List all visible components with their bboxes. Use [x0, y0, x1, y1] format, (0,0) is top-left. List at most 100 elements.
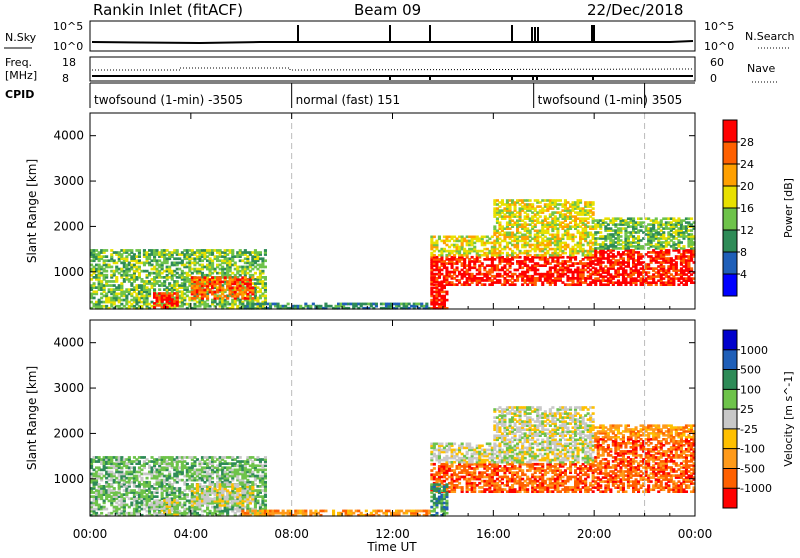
- data-cell: [587, 221, 590, 224]
- data-cell: [445, 276, 448, 279]
- nsky-strip-frame: [90, 21, 695, 51]
- data-cell: [559, 199, 562, 202]
- data-cell: [219, 276, 222, 279]
- data-cell: [443, 285, 446, 288]
- nave-label: Nave: [747, 62, 775, 75]
- data-cell: [498, 221, 501, 224]
- data-cells: [90, 406, 696, 516]
- data-cell: [667, 249, 670, 252]
- data-cell: [445, 291, 448, 294]
- data-cell: [425, 303, 428, 306]
- data-cell: [433, 236, 436, 239]
- data-cell: [224, 276, 227, 279]
- date-title: 22/Dec/2018: [587, 1, 683, 19]
- data-cell: [433, 254, 436, 257]
- colorbar-segment: [723, 186, 737, 209]
- data-cell: [251, 287, 254, 290]
- data-cell: [234, 262, 237, 265]
- data-cell: [438, 236, 441, 239]
- data-cell: [572, 234, 575, 237]
- data-cell: [529, 199, 532, 202]
- data-cell: [110, 266, 113, 269]
- data-cell: [93, 282, 96, 285]
- data-cell: [682, 245, 685, 248]
- data-cell: [498, 279, 501, 282]
- data-cell: [582, 244, 585, 247]
- data-cell: [375, 303, 378, 306]
- beam-title: Beam 09: [354, 1, 421, 19]
- data-cell: [251, 297, 254, 300]
- data-cell: [501, 252, 504, 255]
- colorbar-segment: [723, 230, 737, 253]
- data-cell: [632, 217, 635, 220]
- data-cell: [115, 276, 118, 279]
- colorbar-tick-label: 16: [740, 202, 754, 215]
- data-cell: [153, 288, 156, 291]
- data-cell: [445, 299, 448, 302]
- data-cell: [481, 262, 484, 265]
- freq-label-1: Freq.: [5, 56, 32, 69]
- y-tick-label: 1000: [53, 265, 84, 279]
- nsky-label: N.Sky: [5, 31, 37, 44]
- data-cell: [619, 235, 622, 238]
- data-cell: [564, 252, 567, 255]
- colorbar-tick-label: 4: [740, 268, 747, 281]
- y-tick-label: 3000: [53, 174, 84, 188]
- data-cell: [264, 266, 267, 269]
- y-tick-label: 2000: [53, 219, 84, 233]
- data-cell: [148, 481, 151, 484]
- colorbar-segment: [723, 274, 737, 297]
- data-cell: [511, 262, 514, 265]
- data-cell: [146, 477, 149, 480]
- nave-tick-bottom: 0: [710, 72, 717, 85]
- nsky-trace: [92, 41, 693, 43]
- data-cell: [592, 211, 595, 214]
- data-cell: [690, 267, 693, 270]
- data-cell: [105, 508, 108, 511]
- data-cell: [259, 251, 262, 254]
- data-cell: [445, 266, 448, 269]
- data-cell: [186, 493, 189, 496]
- data-cell: [130, 249, 133, 252]
- data-cell: [264, 276, 267, 279]
- data-cell: [655, 217, 658, 220]
- data-cell: [100, 512, 103, 515]
- data-cell: [566, 244, 569, 247]
- nsearch-tick-top: 10^5: [704, 20, 734, 33]
- data-cell: [690, 217, 693, 220]
- data-cell: [133, 466, 136, 469]
- data-cell: [602, 261, 605, 264]
- data-cell: [514, 283, 517, 286]
- colorbar-segment: [723, 120, 737, 143]
- data-cell: [206, 295, 209, 298]
- data-cell: [128, 456, 131, 459]
- colorbar-title: Power [dB]: [782, 178, 795, 238]
- data-cell: [647, 271, 650, 274]
- data-cell: [529, 254, 532, 257]
- data-cell: [176, 249, 179, 252]
- data-cell: [592, 207, 595, 210]
- nsearch-label: N.Search: [745, 30, 795, 43]
- data-cell: [105, 255, 108, 258]
- nsearch-tick-bottom: 10^0: [704, 40, 734, 53]
- data-cell: [168, 471, 171, 474]
- data-cell: [579, 199, 582, 202]
- nsky-tick-top: 10^5: [53, 20, 83, 33]
- data-cell: [264, 249, 267, 252]
- colorbar-tick-label: 8: [740, 246, 747, 259]
- data-cell: [456, 266, 459, 269]
- data-cell: [176, 280, 179, 283]
- data-cell: [140, 477, 143, 480]
- nave-trace: [92, 68, 693, 70]
- data-cell: [261, 270, 264, 273]
- y-axis-title: Slant Range [km]: [25, 159, 39, 263]
- colorbar-tick-label: 20: [740, 180, 754, 193]
- y-tick-label: 4000: [53, 129, 84, 143]
- data-cell: [211, 276, 214, 279]
- data-cell: [622, 257, 625, 260]
- data-cell: [138, 460, 141, 463]
- data-cell: [624, 269, 627, 272]
